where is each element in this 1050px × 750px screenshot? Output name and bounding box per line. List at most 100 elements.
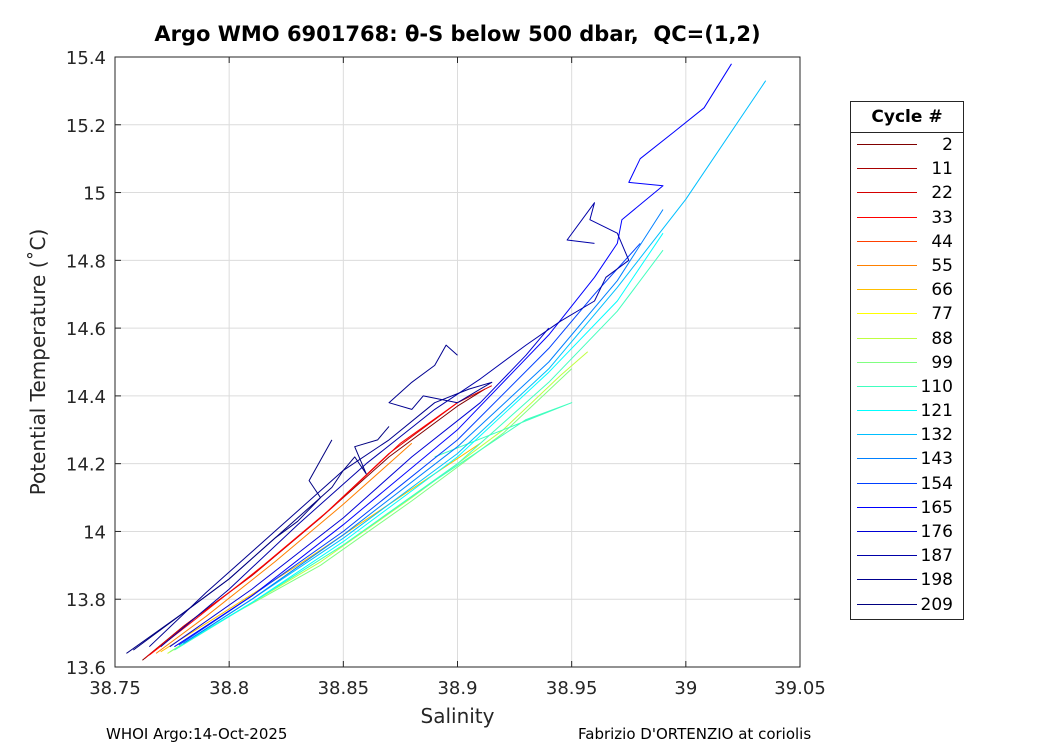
legend-label: 110 [920, 376, 953, 397]
series-line-9 [180, 232, 664, 646]
legend-entry: 88 [851, 327, 963, 351]
x-tick-label: 39 [674, 678, 697, 699]
series-line-12 [178, 243, 641, 646]
legend-entry: 165 [851, 496, 963, 520]
legend-label: 99 [931, 352, 953, 373]
series-line-16 [148, 344, 493, 648]
legend-label: 165 [920, 497, 953, 518]
legend-entry: 143 [851, 447, 963, 471]
legend-label: 121 [920, 401, 953, 422]
grid-lines [114, 56, 801, 668]
y-tick-label: 15 [83, 184, 106, 205]
legend-label: 22 [931, 183, 953, 204]
legend-label: 88 [931, 328, 953, 349]
legend-swatch [857, 458, 917, 460]
series-line-13 [174, 63, 732, 648]
legend-entry: 110 [851, 375, 963, 399]
legend-entry: 11 [851, 157, 963, 181]
series-line-18 [126, 439, 333, 654]
legend-entries: 2 11 22 33 44 55 66 77 88 99 110 121 132 143 154 165 176… [851, 133, 963, 617]
legend-entry: 176 [851, 520, 963, 544]
legend-label: 143 [920, 449, 953, 470]
y-tick-label: 14.6 [66, 319, 106, 340]
legend-swatch [857, 337, 917, 339]
legend-entry: 198 [851, 568, 963, 592]
legend-entry: 44 [851, 230, 963, 254]
legend-label: 11 [931, 159, 953, 180]
y-axis-label: Potential Temperature (˚C) [26, 228, 50, 496]
x-axis-label: Salinity [420, 704, 495, 728]
series-line-8 [178, 249, 664, 648]
series-line-3 [155, 442, 413, 654]
footer-credit: Fabrizio D'ORTENZIO at coriolis [578, 725, 812, 743]
legend-swatch [857, 603, 917, 605]
legend-label: 2 [942, 135, 953, 155]
series-line-6 [169, 368, 573, 653]
legend-label: 198 [920, 570, 953, 591]
y-tick-label: 14.8 [66, 251, 106, 272]
legend-swatch [857, 240, 917, 242]
legend-entry: 187 [851, 544, 963, 568]
series-line-17 [133, 426, 390, 651]
x-tick-label: 38.95 [546, 678, 598, 699]
legend-entry: 209 [851, 593, 963, 617]
legend-entry: 154 [851, 472, 963, 496]
legend-swatch [857, 192, 917, 194]
legend-entry: 77 [851, 302, 963, 326]
legend-entry: 55 [851, 254, 963, 278]
legend-label: 44 [931, 231, 953, 252]
legend-swatch [857, 144, 917, 145]
legend-swatch [857, 361, 917, 363]
footer-source: WHOI Argo:14-Oct-2025 [106, 725, 288, 743]
series-line-2 [148, 402, 458, 656]
legend-swatch [857, 579, 917, 581]
y-tick-label: 13.6 [66, 658, 106, 679]
series-line-14 [169, 327, 550, 648]
legend-swatch [857, 264, 917, 266]
legend-label: 77 [931, 304, 953, 325]
y-tick-label: 15.4 [66, 48, 106, 69]
chart-title: Argo WMO 6901768: θ-S below 500 dbar, QC… [154, 22, 761, 46]
legend-swatch [857, 313, 917, 315]
y-tick-label: 15.2 [66, 116, 106, 137]
series-line-15 [160, 202, 630, 648]
legend-swatch [857, 385, 917, 387]
legend-swatch [857, 506, 917, 508]
legend: Cycle # 2 11 22 33 44 55 66 77 88 99 110 121 132 143 1… [850, 101, 964, 620]
axis-ticks: 38.75 38.8 38.85 38.9 38.95 39 39.05 13.6 13.8 14… [66, 48, 826, 699]
legend-label: 55 [931, 255, 953, 276]
legend-swatch [857, 434, 917, 436]
legend-label: 33 [931, 207, 953, 228]
legend-entry: 66 [851, 278, 963, 302]
legend-entry: 33 [851, 206, 963, 230]
legend-swatch [857, 410, 917, 412]
legend-label: 176 [920, 522, 953, 542]
series-layer [126, 63, 767, 661]
legend-title: Cycle # [851, 102, 963, 133]
legend-swatch [857, 289, 917, 291]
legend-swatch [857, 555, 917, 557]
legend-label: 209 [920, 594, 953, 615]
legend-swatch [857, 482, 917, 484]
x-tick-label: 38.75 [89, 678, 141, 699]
x-tick-label: 38.8 [209, 678, 249, 699]
series-line-11 [183, 209, 664, 644]
legend-entry: 2 [851, 133, 963, 157]
legend-swatch [857, 531, 917, 532]
legend-swatch [857, 168, 917, 170]
x-tick-label: 39.05 [774, 678, 826, 699]
y-tick-label: 14.4 [66, 387, 106, 408]
legend-label: 187 [920, 546, 953, 567]
legend-entry: 121 [851, 399, 963, 423]
x-tick-label: 38.85 [318, 678, 370, 699]
legend-entry: 132 [851, 423, 963, 447]
legend-label: 66 [931, 280, 953, 301]
legend-label: 154 [920, 473, 953, 494]
y-tick-label: 14.2 [66, 455, 106, 476]
y-tick-label: 14 [83, 522, 106, 543]
series-line-4 [160, 442, 481, 653]
legend-entry: 99 [851, 351, 963, 375]
legend-swatch [857, 216, 917, 218]
y-tick-label: 13.8 [66, 590, 106, 611]
